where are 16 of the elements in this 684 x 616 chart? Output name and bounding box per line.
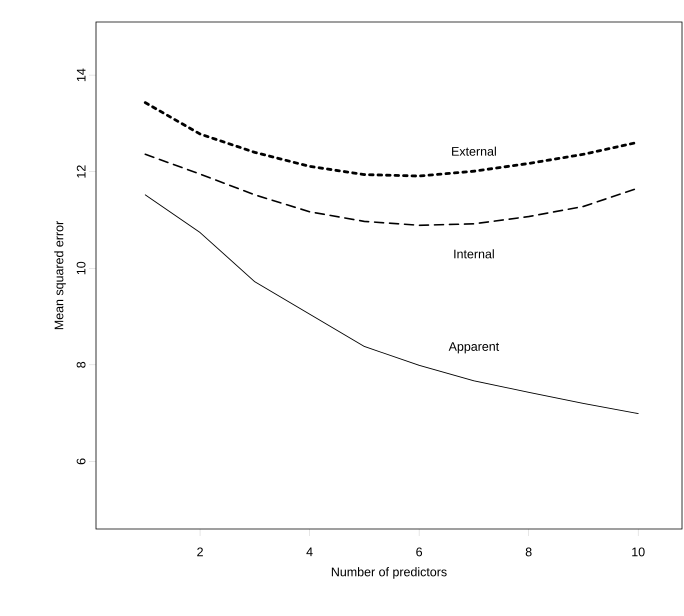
x-axis-title: Number of predictors — [332, 567, 447, 579]
line-series — [144, 194, 639, 414]
y-tick-label: 6 — [76, 458, 86, 464]
y-tick-label: 10 — [76, 262, 86, 274]
y-tick-label: 8 — [76, 362, 86, 368]
x-tick-label: 4 — [306, 548, 313, 556]
x-tick-label: 8 — [526, 548, 532, 556]
series-label: External — [452, 146, 496, 156]
y-tick-label: 12 — [76, 165, 86, 178]
y-tick-label: 14 — [76, 68, 86, 82]
series-label: Apparent — [448, 342, 500, 354]
x-tick-label: 6 — [416, 548, 422, 556]
series-label: Internal — [454, 249, 494, 258]
x-tick-label: 2 — [197, 548, 203, 556]
x-tick-label: 10 — [632, 548, 645, 556]
y-axis-title: Mean squared error — [54, 221, 66, 330]
